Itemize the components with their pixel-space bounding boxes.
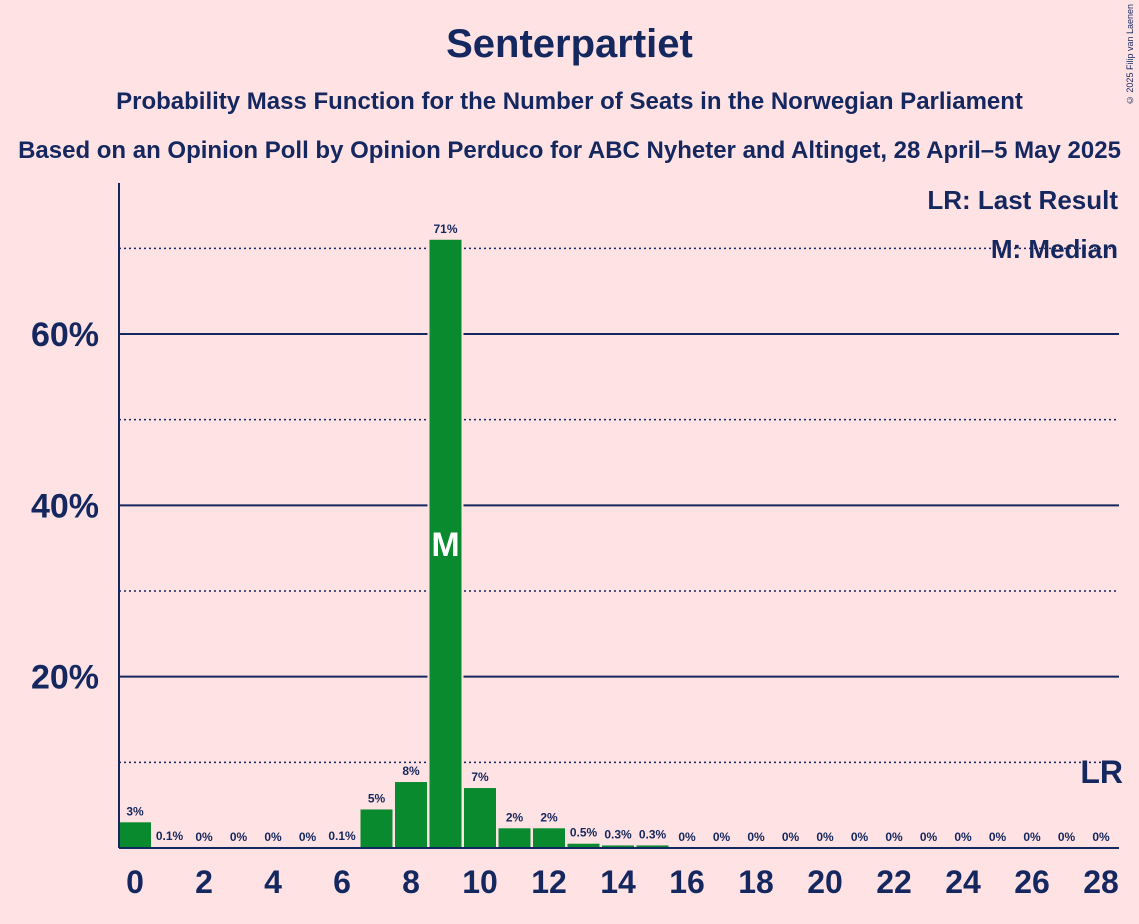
y-tick-label: 40% xyxy=(31,487,99,525)
bar-value-label: 2% xyxy=(506,810,524,824)
bar-value-label: 0% xyxy=(230,830,248,844)
bar-value-label: 2% xyxy=(540,810,558,824)
bar xyxy=(498,828,531,848)
x-tick-label: 12 xyxy=(531,864,567,900)
bar-value-label: 0% xyxy=(816,830,834,844)
bar-value-label: 0% xyxy=(678,830,696,844)
bar xyxy=(533,828,565,848)
bar-value-label: 0.1% xyxy=(156,829,184,843)
bar-value-label: 0% xyxy=(747,830,765,844)
x-tick-label: 22 xyxy=(876,864,912,900)
bar-value-label: 0% xyxy=(713,830,731,844)
x-tick-label: 4 xyxy=(264,864,282,900)
bar-value-label: 0% xyxy=(1058,830,1076,844)
bar-value-label: 71% xyxy=(433,222,457,236)
x-tick-label: 14 xyxy=(600,864,636,900)
axis-layer xyxy=(118,183,1119,849)
x-tick-label: 2 xyxy=(195,864,213,900)
x-tick-label: 28 xyxy=(1083,864,1119,900)
bar-value-label: 0% xyxy=(782,830,800,844)
bar-value-label: 8% xyxy=(402,764,420,778)
bar xyxy=(636,845,669,848)
x-tick-label: 8 xyxy=(402,864,420,900)
y-tick-label: 20% xyxy=(31,659,99,697)
x-tick-label: 26 xyxy=(1014,864,1050,900)
bar-value-label: 0% xyxy=(920,830,938,844)
x-tick-label: 6 xyxy=(333,864,351,900)
bar xyxy=(360,809,393,848)
x-tick-label: 20 xyxy=(807,864,843,900)
bar-value-label: 0% xyxy=(264,830,282,844)
bar xyxy=(429,239,462,848)
bar-value-label: 0% xyxy=(885,830,903,844)
bar-value-label: 3% xyxy=(126,804,144,818)
x-tick-label: 16 xyxy=(669,864,705,900)
bar-value-label: 7% xyxy=(471,770,489,784)
chart-title: Senterpartiet xyxy=(446,22,693,66)
grid-layer xyxy=(119,247,1119,764)
x-tick-label: 18 xyxy=(738,864,774,900)
x-tick-label: 24 xyxy=(945,864,981,900)
bar xyxy=(395,782,427,848)
chart-source-subtitle: Based on an Opinion Poll by Opinion Perd… xyxy=(18,137,1121,164)
bar xyxy=(119,822,151,848)
bar-value-label: 0% xyxy=(1092,830,1110,844)
last-result-marker: LR xyxy=(1080,754,1123,790)
bar-value-label: 0% xyxy=(299,830,317,844)
bar-value-label: 5% xyxy=(368,791,386,805)
chart-subtitle: Probability Mass Function for the Number… xyxy=(116,88,1023,115)
bar-layer xyxy=(117,237,671,848)
bar-value-label: 0% xyxy=(851,830,869,844)
bar-value-label: 0.3% xyxy=(639,827,667,841)
bar-value-label: 0% xyxy=(989,830,1007,844)
bar-value-label: 0.5% xyxy=(570,826,598,840)
median-marker: M xyxy=(431,526,459,564)
bar-value-label: 0% xyxy=(954,830,972,844)
bar xyxy=(602,845,634,848)
bar-value-label: 0.3% xyxy=(604,827,632,841)
x-tick-label: 10 xyxy=(462,864,498,900)
y-tick-label: 60% xyxy=(31,316,99,354)
bar-halo xyxy=(324,845,360,848)
label-layer: 20%40%60%3%0.1% 0% 0% 0% 0% 0.1%5%8%71%7%2% 2%… xyxy=(31,222,1123,900)
x-tick-label: 0 xyxy=(126,864,144,900)
legend-last-result: LR: Last Result xyxy=(927,185,1118,215)
legend-median: M: Median xyxy=(991,234,1118,264)
bar-halo xyxy=(151,845,188,848)
bar-value-label: 0.1% xyxy=(328,829,356,843)
bar xyxy=(464,788,496,848)
bar-value-label: 0% xyxy=(195,830,213,844)
bar-value-label: 0% xyxy=(1023,830,1041,844)
bar xyxy=(567,843,600,848)
